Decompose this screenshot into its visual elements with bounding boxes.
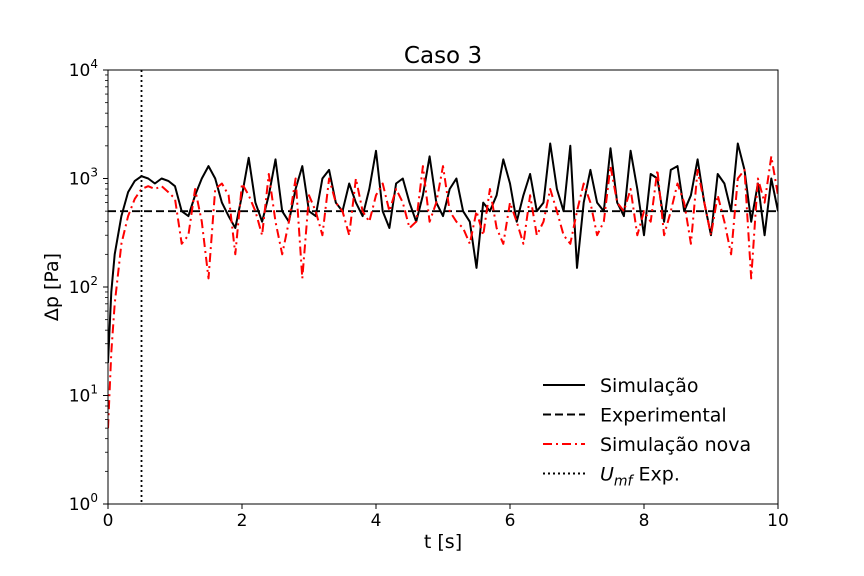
legend: Simulação Experimental Simulação nova Umf E… xyxy=(543,375,751,490)
y-tick-label: 100 xyxy=(69,491,98,515)
x-axis: 0 2 4 6 8 10 xyxy=(103,504,789,531)
series-line-0 xyxy=(108,142,778,363)
x-axis-title: t [s] xyxy=(424,531,462,553)
y-tick-label: 104 xyxy=(69,57,98,81)
legend-label: Simulação nova xyxy=(600,434,751,456)
x-tick-label: 10 xyxy=(767,511,789,531)
x-tick-label: 6 xyxy=(505,511,516,531)
legend-label: Experimental xyxy=(600,405,727,427)
x-tick-label: 8 xyxy=(639,511,650,531)
x-tick-label: 4 xyxy=(371,511,382,531)
y-axis: 100 101 102 103 104 xyxy=(69,57,108,515)
legend-label: Simulação xyxy=(600,375,699,397)
x-tick-label: 0 xyxy=(103,511,114,531)
chart-title: Caso 3 xyxy=(404,43,482,69)
y-tick-label: 102 xyxy=(69,274,98,298)
y-tick-label: 101 xyxy=(69,383,98,407)
series-line-2 xyxy=(108,155,778,429)
y-axis-title: Δp [Pa] xyxy=(41,253,63,321)
legend-label: Umf Exp. xyxy=(600,464,680,490)
plot-area xyxy=(108,70,778,504)
y-tick-label: 103 xyxy=(69,166,98,190)
x-tick-label: 2 xyxy=(237,511,248,531)
